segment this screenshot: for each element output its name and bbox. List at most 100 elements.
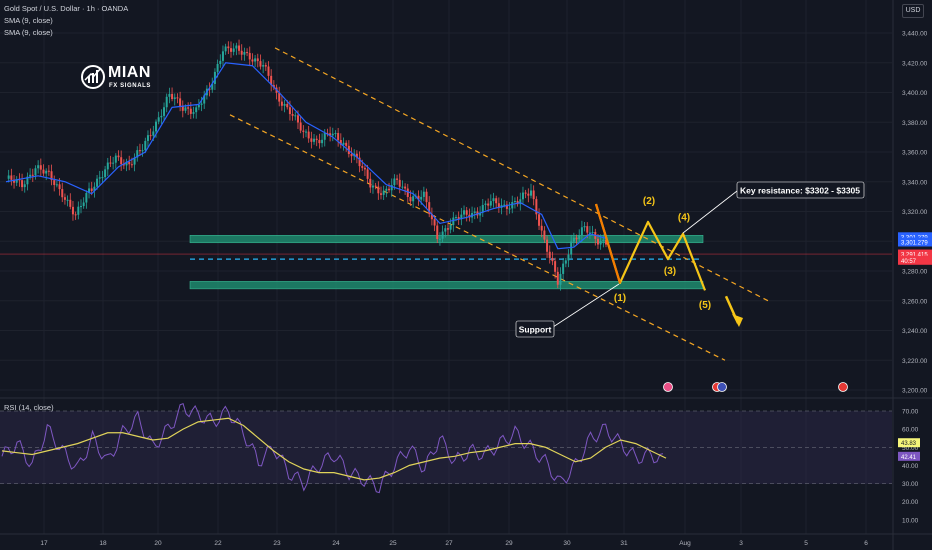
candle-body	[130, 164, 133, 166]
candle-body	[420, 196, 423, 200]
time-tick-label: 27	[445, 540, 453, 547]
candle-body	[371, 185, 374, 188]
candle-body	[307, 131, 310, 139]
candle-body	[264, 65, 267, 67]
candle-body	[90, 188, 93, 191]
candle-body	[221, 51, 224, 61]
candle-body	[141, 150, 144, 152]
candle-body	[331, 133, 334, 136]
candle-body	[117, 155, 120, 158]
candle-body	[296, 115, 299, 123]
candle-body	[47, 170, 50, 172]
candle-body	[93, 186, 96, 191]
candle-body	[26, 176, 29, 185]
logo-title: MIAN	[108, 64, 151, 81]
resistance-zone	[189, 235, 704, 244]
candle-body	[294, 115, 297, 117]
candle-body	[149, 135, 152, 137]
candle-body	[208, 88, 211, 90]
candle-body	[224, 46, 227, 52]
candle-body	[530, 190, 532, 196]
bull-chart-icon	[81, 65, 105, 89]
price-tick-label: 3,260.00	[902, 298, 928, 305]
candle-body	[302, 130, 305, 132]
candle-body	[195, 107, 198, 113]
candle-body	[473, 211, 476, 214]
candle-body	[173, 97, 176, 100]
candle-body	[53, 180, 56, 185]
candle-body	[96, 178, 99, 187]
candle-body	[85, 193, 88, 203]
candle-body	[511, 202, 514, 209]
candle-body	[444, 228, 447, 232]
candle-body	[479, 212, 482, 216]
symbol-title[interactable]: Gold Spot / U.S. Dollar · 1h · OANDA	[4, 4, 129, 13]
price-badge-text: 3,301.279	[901, 240, 928, 246]
time-tick-label: 30	[563, 540, 571, 547]
candle-body	[556, 271, 559, 285]
candle-body	[88, 188, 91, 194]
candle-body	[155, 121, 157, 132]
price-badge-text: 3,291.415	[901, 253, 928, 259]
candle-body	[45, 170, 48, 174]
candle-body	[497, 203, 500, 208]
wave-label: (4)	[678, 212, 690, 223]
candle-body	[101, 177, 104, 179]
candle-body	[366, 169, 369, 179]
sma-legend-1[interactable]: SMA (9, close)	[4, 16, 53, 25]
rsi-legend[interactable]: RSI (14, close)	[4, 403, 54, 412]
rsi-ma-line	[1, 417, 667, 481]
candle-body	[559, 273, 562, 285]
candle-body	[71, 206, 74, 215]
candle-body	[463, 210, 466, 215]
candle-body	[235, 45, 238, 49]
candle-body	[122, 164, 125, 166]
candle-body	[441, 231, 444, 239]
candle-body	[540, 225, 543, 231]
us-flag-icon	[838, 382, 848, 392]
candle-body	[538, 214, 541, 226]
candle-body	[63, 197, 66, 200]
candle-body	[168, 93, 171, 97]
candle-body	[369, 178, 372, 188]
channel-upper	[274, 47, 769, 302]
candle-body	[248, 52, 251, 60]
candle-body	[112, 162, 115, 164]
candle-body	[318, 139, 321, 144]
time-tick-label: 20	[154, 540, 162, 547]
candle-body	[602, 239, 605, 242]
rsi-tick-label: 30.00	[902, 481, 919, 488]
candle-body	[382, 190, 385, 195]
sma-legend-2[interactable]: SMA (9, close)	[4, 28, 53, 37]
candle-body	[13, 179, 16, 183]
candle-body	[23, 184, 26, 188]
candle-body	[489, 201, 492, 206]
candle-body	[203, 95, 206, 104]
candle-body	[291, 114, 294, 116]
candle-body	[449, 225, 452, 230]
candle-body	[412, 196, 415, 202]
candle-body	[34, 168, 37, 176]
time-tick-label: 25	[389, 540, 397, 547]
us-flag-icon	[717, 382, 727, 392]
candle-body	[575, 237, 578, 240]
currency-button[interactable]: USD	[902, 4, 924, 18]
candle-body	[238, 45, 241, 51]
candle-body	[262, 65, 265, 67]
candle-body	[288, 107, 291, 115]
candle-body	[313, 138, 316, 142]
rsi-tick-label: 60.00	[902, 427, 919, 434]
wave-label: (3)	[664, 266, 676, 277]
wave-label: (5)	[699, 300, 711, 311]
candle-body	[197, 104, 200, 108]
candle-body	[572, 237, 575, 242]
candle-body	[430, 214, 433, 220]
brand-logo: MIAN FX SIGNALS	[80, 60, 160, 100]
candle-body	[98, 177, 101, 179]
candle-body	[396, 178, 399, 180]
candle-body	[219, 60, 222, 64]
candle-body	[546, 239, 549, 252]
candle-body	[189, 108, 192, 114]
candle-body	[80, 206, 82, 208]
